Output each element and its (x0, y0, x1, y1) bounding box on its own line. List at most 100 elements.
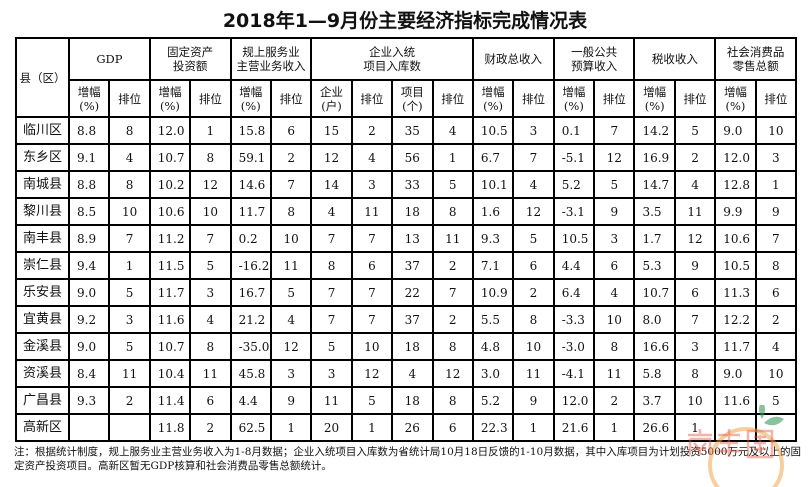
group-header: 一般公共 预算收入 (552, 37, 636, 81)
table-cell: 7 (350, 278, 394, 307)
table-cell: 18 (391, 332, 434, 361)
table-cell: 62.5 (229, 413, 272, 442)
table-cell: 12 (431, 359, 474, 388)
table-cell: 10 (754, 116, 798, 145)
table-cell: 9.2 (67, 305, 111, 334)
table-cell: 12 (310, 143, 353, 172)
table-cell: 9.3 (471, 224, 515, 253)
table-cell: 8 (512, 305, 555, 334)
rank-header: 排位 (754, 79, 798, 118)
table-cell: 12.2 (714, 305, 757, 334)
value-header: 增幅 (%) (148, 79, 192, 118)
table-cell: 15 (310, 116, 353, 145)
table-cell (108, 413, 151, 442)
table-cell: 2 (189, 413, 232, 442)
rank-header: 排位 (108, 79, 151, 118)
table-cell: 8.5 (67, 197, 111, 226)
table-cell: 7 (350, 305, 394, 334)
group-header: 财政总收入 (471, 37, 555, 81)
table-cell: 2 (431, 305, 474, 334)
table-cell: 5 (108, 332, 151, 361)
table-cell: 8.0 (633, 305, 676, 334)
table-cell: 8 (431, 197, 474, 226)
table-cell: 9.0 (67, 278, 111, 307)
table-cell: 12 (350, 359, 394, 388)
table-cell: 8.8 (67, 116, 111, 145)
table-cell: 26.6 (633, 413, 676, 442)
table-cell: 3.7 (633, 386, 676, 415)
table-cell: 7 (431, 278, 474, 307)
table-cell: 3 (673, 332, 717, 361)
table-cell: 13 (391, 224, 434, 253)
table-cell: 21.6 (552, 413, 596, 442)
table-cell: 2 (108, 386, 151, 415)
table-cell: 9 (269, 386, 313, 415)
table-cell: 8 (593, 332, 636, 361)
table-cell: 3.0 (471, 359, 515, 388)
table-cell: 1.7 (633, 224, 676, 253)
table-cell: 11 (350, 197, 394, 226)
table-cell: 4 (593, 278, 636, 307)
table-cell: 4 (512, 170, 555, 199)
table-cell: 1.6 (471, 197, 515, 226)
table-cell: 5 (754, 386, 798, 415)
table-cell: 11.7 (229, 197, 272, 226)
table-row: 东乡区 9.1 4 10.7 8 59.1 2 12 4 56 1 6.7 7 -5.1 12 16.9 2 12… (15, 143, 798, 172)
table-cell: 37 (391, 305, 434, 334)
table-cell: 3 (512, 116, 555, 145)
table-cell: 10.2 (148, 170, 192, 199)
rank-header: 排位 (189, 79, 232, 118)
table-cell: 16.7 (229, 278, 272, 307)
table-cell: 26 (391, 413, 434, 442)
table-cell: 2 (431, 251, 474, 280)
table-cell: 10.5 (552, 224, 596, 253)
rank-header: 排位 (512, 79, 555, 118)
table-cell: 9.0 (714, 359, 757, 388)
table-cell: 7.1 (471, 251, 515, 280)
table-cell: 14.7 (633, 170, 676, 199)
table-cell: 4 (189, 305, 232, 334)
table-row: 宜黄县 9.2 3 11.6 4 21.2 4 7 7 37 2 5.5 8 -3.3 10 8.0 7 12.2… (15, 305, 798, 334)
table-cell: 1 (269, 413, 313, 442)
table-cell: 5.3 (633, 251, 676, 280)
table-cell: 2 (269, 143, 313, 172)
footnote: 注：根据统计制度，规上服务业主营业务收入为1-8月数据；企业入统项目入库数为省统… (14, 446, 801, 472)
table-cell: 10.1 (471, 170, 515, 199)
table-cell: 8 (108, 116, 151, 145)
table-cell: 11 (310, 386, 353, 415)
table-cell: 9.9 (714, 197, 757, 226)
table-cell: 7 (310, 305, 353, 334)
table-cell: 3 (108, 305, 151, 334)
county-name: 临川区 (15, 116, 70, 145)
table-cell: 7 (512, 143, 555, 172)
table-cell: 3 (310, 359, 353, 388)
table-cell (714, 413, 757, 442)
table-cell: 59.1 (229, 143, 272, 172)
table-cell: 0.1 (552, 116, 596, 145)
table-cell: 5 (310, 332, 353, 361)
table-cell: 35 (391, 116, 434, 145)
table-cell: 12.0 (714, 143, 757, 172)
table-cell: 16.6 (633, 332, 676, 361)
table-cell: 5.2 (471, 386, 515, 415)
table-cell: 15.8 (229, 116, 272, 145)
table-cell: 11 (269, 251, 313, 280)
table-cell: 9.0 (714, 116, 757, 145)
table-cell: 10.5 (471, 116, 515, 145)
table-cell: 8 (189, 332, 232, 361)
table-cell: 8 (310, 251, 353, 280)
table-cell: 37 (391, 251, 434, 280)
table-cell: 6 (673, 278, 717, 307)
table-cell: 22.3 (471, 413, 515, 442)
table-cell: 6 (350, 251, 394, 280)
table-cell: 12.0 (148, 116, 192, 145)
table-cell: 1 (189, 116, 232, 145)
table-cell (67, 413, 111, 442)
table-cell: 3.5 (633, 197, 676, 226)
table-cell: 14.2 (633, 116, 676, 145)
county-name: 黎川县 (15, 197, 70, 226)
table-row: 高新区 11.8 2 62.5 1 20 1 26 6 22.3 1 21.6 1 26.6 1 (15, 413, 798, 442)
table-cell: 21.2 (229, 305, 272, 334)
table-row: 南城县 8.8 8 10.2 12 14.6 7 14 3 33 5 10.1 4 5.2 5 14.7 4 12… (15, 170, 798, 199)
table-cell: 1 (431, 143, 474, 172)
